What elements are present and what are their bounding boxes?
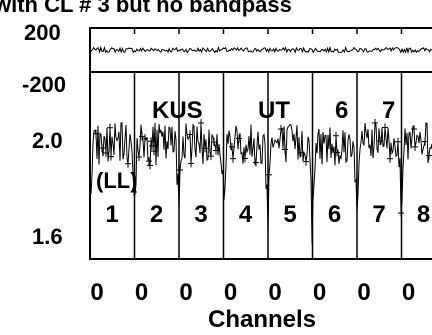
- extra-label-6: 6: [335, 97, 348, 124]
- channel-labels: 1 2 3 4 5 6 7 8: [105, 201, 430, 228]
- data-point-cross: [139, 132, 145, 141]
- lower-ytick-bottom: 1.6: [32, 224, 63, 249]
- data-point-cross: [125, 159, 131, 168]
- x-tick-label: 0: [179, 279, 192, 306]
- data-point-cross: [136, 153, 142, 162]
- data-point-cross: [382, 123, 388, 132]
- data-point-cross: [202, 144, 208, 153]
- data-point-cross: [412, 142, 418, 151]
- x-axis-label: Channels: [208, 306, 316, 333]
- data-point-cross: [149, 142, 155, 151]
- upper-ytick-top: 200: [24, 20, 61, 45]
- lower-ytick-top: 2.0: [32, 128, 63, 153]
- data-point-cross: [377, 137, 383, 146]
- channel-label: 1: [105, 201, 118, 228]
- data-point-cross: [266, 170, 272, 179]
- data-point-cross: [253, 158, 259, 167]
- data-point-cross: [242, 154, 248, 163]
- x-tick-labels: 0 0 0 0 0 0 0 0: [90, 279, 415, 306]
- data-point-cross: [187, 130, 193, 139]
- x-tick-label: 0: [224, 279, 237, 306]
- lower-panel-series: [90, 121, 432, 244]
- data-point-cross: [103, 149, 109, 158]
- data-point-cross: [93, 129, 99, 138]
- x-tick-label: 0: [90, 279, 103, 306]
- x-tick-label: 0: [313, 279, 326, 306]
- data-point-cross: [298, 148, 304, 157]
- channel-label: 5: [283, 201, 296, 228]
- channel-label: 4: [239, 201, 253, 228]
- data-point-cross: [108, 152, 114, 161]
- extra-label-ut: UT: [258, 97, 290, 124]
- data-point-cross: [213, 146, 219, 155]
- data-point-cross: [211, 137, 217, 146]
- channel-label: 2: [150, 201, 163, 228]
- data-point-cross: [333, 131, 339, 140]
- chart-title: with CL # 3 but no bandpass: [0, 0, 292, 17]
- data-point-cross: [236, 134, 242, 143]
- lower-panel-points: [93, 118, 432, 218]
- data-point-cross: [147, 161, 153, 170]
- data-point-cross: [198, 119, 204, 128]
- upper-panel-ticks: [89, 28, 403, 34]
- data-point-cross: [395, 137, 401, 146]
- data-point-cross: [411, 124, 417, 133]
- data-point-cross: [230, 154, 236, 163]
- channel-label: 8: [417, 201, 430, 228]
- data-point-cross: [177, 165, 183, 174]
- data-point-cross: [131, 187, 137, 196]
- data-point-cross: [387, 154, 393, 163]
- x-tick-label: 0: [402, 279, 415, 306]
- data-point-cross: [142, 134, 148, 143]
- data-point-cross: [422, 137, 428, 146]
- channel-label: 3: [194, 201, 207, 228]
- x-tick-label: 0: [268, 279, 281, 306]
- channel-label: 7: [372, 201, 385, 228]
- source-label: KUS: [152, 97, 203, 124]
- data-point-cross: [303, 157, 309, 166]
- data-point-cross: [278, 125, 284, 134]
- extra-label-7: 7: [382, 97, 395, 124]
- data-point-cross: [148, 137, 154, 146]
- upper-panel-series: [89, 45, 432, 55]
- lower-panel-frame: [89, 71, 432, 260]
- data-point-cross: [282, 145, 288, 154]
- upper-ytick-bottom: -200: [22, 72, 66, 97]
- data-point-cross: [107, 123, 113, 132]
- data-point-cross: [398, 209, 404, 218]
- data-point-cross: [372, 118, 378, 127]
- data-point-cross: [146, 157, 152, 166]
- data-point-cross: [426, 151, 432, 160]
- data-point-cross: [151, 147, 157, 156]
- pol-label: (LL): [96, 168, 138, 193]
- channel-label: 6: [328, 201, 341, 228]
- x-tick-label: 0: [135, 279, 148, 306]
- data-point-cross: [99, 144, 105, 153]
- data-point-cross: [334, 148, 340, 157]
- data-point-cross: [229, 142, 235, 151]
- data-point-cross: [208, 152, 214, 161]
- x-tick-label: 0: [357, 279, 370, 306]
- data-point-cross: [188, 159, 194, 168]
